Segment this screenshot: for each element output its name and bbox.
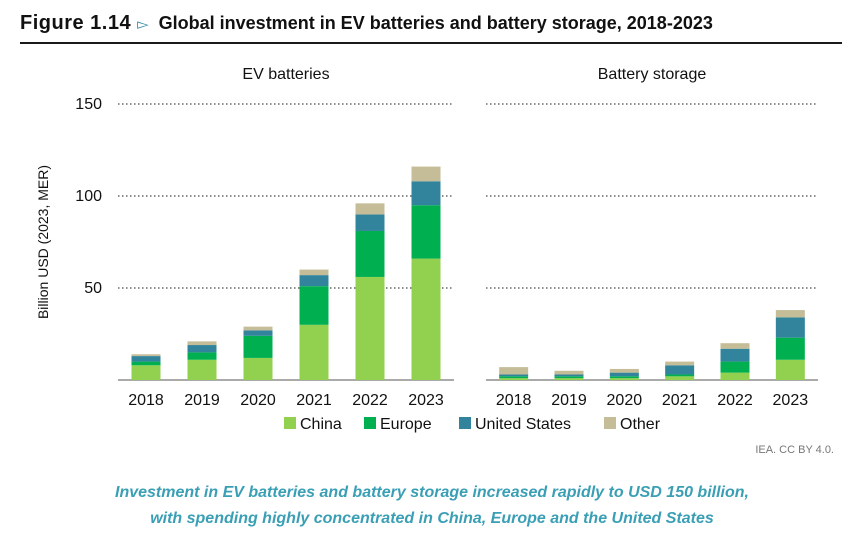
ev-batteries-bar-2020-china	[243, 357, 273, 380]
ev-batteries-bar-2019-china	[187, 359, 217, 380]
battery-storage-bar-2019-other	[554, 370, 584, 375]
battery-storage-bar-2023-united-states	[775, 317, 805, 338]
ev-batteries-bar-2021-china	[299, 324, 329, 380]
ev-batteries-x-tick-2020: 2020	[240, 392, 276, 409]
legend-swatch-other	[604, 417, 616, 429]
source-note: IEA. CC BY 4.0.	[755, 444, 834, 456]
ev-batteries-bar-2022-other	[355, 203, 385, 215]
ev-batteries-bar-2023-united-states	[411, 181, 441, 206]
battery-storage-x-tick-2018: 2018	[496, 392, 532, 409]
battery-storage-bar-2022-china	[720, 372, 750, 380]
ev-batteries-bar-2023-europe	[411, 205, 441, 259]
battery-storage-bar-2021-united-states	[665, 365, 695, 375]
ev-batteries-bar-2022-china	[355, 276, 385, 380]
battery-storage-bar-2020-china	[609, 378, 639, 380]
figure-caption: Investment in EV batteries and battery s…	[0, 480, 864, 532]
y-axis-label: Billion USD (2023, MER)	[35, 165, 51, 319]
caption-line-2: with spending highly concentrated in Chi…	[150, 510, 714, 527]
legend-label-other: Other	[620, 416, 661, 433]
ev-batteries-bar-2021-europe	[299, 286, 329, 325]
ev-batteries-x-tick-2019: 2019	[184, 392, 220, 409]
figure-header: Figure 1.14 ▻ Global investment in EV batt…	[20, 12, 840, 42]
ev-batteries-bar-2018-other	[131, 354, 161, 357]
ev-batteries-bar-2019-other	[187, 341, 217, 346]
ev-batteries-bar-2019-europe	[187, 352, 217, 360]
battery-storage-bar-2023-other	[775, 310, 805, 318]
battery-storage-bar-2018-china	[499, 378, 529, 380]
legend-label-europe: Europe	[380, 416, 432, 433]
y-tick-label-150: 150	[75, 96, 102, 113]
ev-batteries-bar-2019-united-states	[187, 345, 217, 353]
battery-storage-bar-2023-europe	[775, 337, 805, 360]
legend-swatch-china	[284, 417, 296, 429]
battery-storage-bar-2019-china	[554, 378, 584, 380]
battery-storage-bar-2021-other	[665, 361, 695, 366]
battery-storage-bar-2021-china	[665, 376, 695, 380]
ev-batteries-bar-2018-china	[131, 365, 161, 380]
battery-storage-panel-title: Battery storage	[598, 66, 707, 83]
y-tick-label-50: 50	[84, 280, 102, 297]
legend-label-china: China	[300, 416, 342, 433]
battery-storage-bar-2023-china	[775, 359, 805, 380]
legend-swatch-europe	[364, 417, 376, 429]
figure-number: Figure 1.14	[20, 12, 132, 34]
battery-storage-bar-2022-united-states	[720, 348, 750, 362]
figure-title: Global investment in EV batteries and ba…	[158, 13, 713, 33]
battery-storage-x-tick-2021: 2021	[662, 392, 698, 409]
caption-line-1: Investment in EV batteries and battery s…	[115, 484, 749, 501]
ev-batteries-bar-2018-europe	[131, 361, 161, 366]
ev-batteries-bar-2020-united-states	[243, 330, 273, 336]
ev-batteries-bar-2020-europe	[243, 335, 273, 358]
stacked-bar-chart: Billion USD (2023, MER) 50 100 150 EV batter…	[35, 66, 818, 433]
triangle-right-icon: ▻	[137, 16, 149, 33]
battery-storage-x-tick-2022: 2022	[717, 392, 753, 409]
battery-storage-bar-2019-europe	[554, 376, 584, 379]
ev-batteries-bar-2022-united-states	[355, 214, 385, 231]
battery-storage-x-tick-2020: 2020	[607, 392, 643, 409]
battery-storage-bar-2019-united-states	[554, 374, 584, 377]
battery-storage-bar-2020-united-states	[609, 372, 639, 377]
battery-storage-bar-2020-europe	[609, 376, 639, 379]
ev-batteries-bar-2018-united-states	[131, 356, 161, 362]
ev-batteries-bar-2022-europe	[355, 230, 385, 277]
battery-storage-bar-2022-other	[720, 343, 750, 349]
ev-batteries-bar-2021-other	[299, 269, 329, 276]
battery-storage-bar-2022-europe	[720, 361, 750, 373]
battery-storage-x-tick-2019: 2019	[551, 392, 587, 409]
battery-storage-bar-2018-other	[499, 367, 529, 375]
battery-storage-bar-2020-other	[609, 368, 639, 373]
battery-storage-bar-2021-europe	[665, 374, 695, 377]
y-tick-label-100: 100	[75, 188, 102, 205]
legend-swatch-united-states	[459, 417, 471, 429]
legend-label-united-states: United States	[475, 416, 571, 433]
header-rule	[20, 42, 842, 44]
ev-batteries-bar-2023-other	[411, 166, 441, 182]
battery-storage-x-tick-2023: 2023	[773, 392, 809, 409]
ev-batteries-x-tick-2018: 2018	[128, 392, 164, 409]
battery-storage-bar-2018-europe	[499, 376, 529, 379]
ev-batteries-bar-2020-other	[243, 326, 273, 331]
ev-batteries-x-tick-2023: 2023	[408, 392, 444, 409]
battery-storage-bar-2018-united-states	[499, 374, 529, 377]
ev-batteries-x-tick-2022: 2022	[352, 392, 388, 409]
ev-batteries-bar-2021-united-states	[299, 275, 329, 287]
ev-batteries-bar-2023-china	[411, 258, 441, 380]
ev-batteries-panel-title: EV batteries	[242, 66, 329, 83]
ev-batteries-x-tick-2021: 2021	[296, 392, 332, 409]
